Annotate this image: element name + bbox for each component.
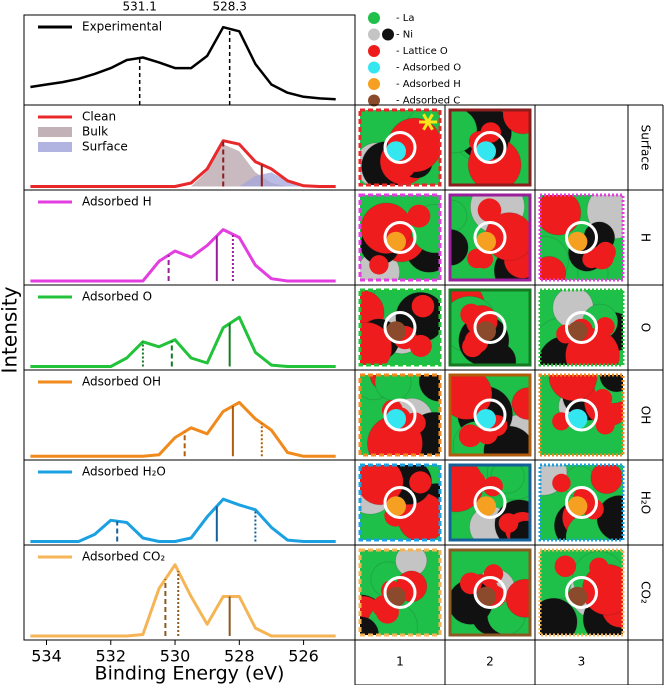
panel-frame	[23, 459, 356, 546]
x-tick-label: 526	[288, 647, 319, 666]
spectrum-line	[30, 497, 336, 543]
atom-swatch	[368, 61, 380, 74]
panel	[30, 228, 336, 283]
row-label: H	[639, 233, 653, 242]
atom-swatch	[368, 94, 380, 107]
x-tick-label: 532	[95, 647, 126, 666]
y-axis-title: Intensity	[0, 286, 22, 373]
structure-image	[540, 550, 623, 635]
legend-label: Adsorbed O	[82, 290, 152, 304]
legend-label: Adsorbed H₂O	[82, 465, 166, 479]
structure-frame	[358, 463, 442, 542]
structure-image	[540, 290, 623, 365]
atom-legend-label: - Adsorbed H	[396, 79, 461, 90]
structure-image	[540, 375, 623, 455]
legend-label: Adsorbed OH	[82, 375, 161, 389]
structure-frame	[538, 373, 625, 457]
structure-frame	[538, 288, 625, 367]
structure-frame	[538, 463, 625, 542]
atom-legend-label: - Lattice O	[396, 46, 448, 57]
structure-image	[360, 110, 440, 185]
legend-label: Bulk	[82, 125, 108, 139]
structure-image	[450, 195, 530, 280]
panel	[30, 315, 336, 368]
atom-legend-label: - Ni	[396, 30, 413, 41]
spectrum-line	[30, 563, 336, 638]
spectrum-line	[30, 139, 336, 188]
structure-image	[450, 110, 530, 185]
atom-legend-label: - Adsorbed C	[396, 96, 460, 107]
legend-label: Adsorbed H	[82, 195, 152, 209]
spectrum-line	[30, 315, 336, 368]
structure-frame	[538, 193, 625, 282]
x-tick-label: 530	[160, 647, 191, 666]
structure-frame	[448, 463, 532, 542]
structure-image	[450, 465, 530, 540]
structure-image	[540, 195, 623, 280]
spectrum-line	[30, 400, 336, 458]
column-label: 2	[486, 655, 494, 669]
annotation: 531.1	[123, 0, 157, 14]
row-label: O	[639, 323, 653, 332]
structure-frame	[448, 193, 532, 282]
row-label: Surface	[639, 125, 653, 171]
atom-legend-label: - Adsorbed O	[396, 63, 461, 74]
panel	[30, 563, 336, 638]
atom-legend-label: - La	[396, 13, 415, 24]
row-label: CO₂	[639, 581, 653, 604]
legend-label: Experimental	[82, 20, 162, 34]
area	[30, 172, 336, 187]
structure-frame	[448, 548, 532, 637]
legend-label: Surface	[82, 140, 128, 154]
panel-frame	[23, 189, 356, 286]
atom-swatch	[382, 28, 394, 41]
atom-swatch	[368, 45, 380, 57]
atom-swatch	[368, 28, 380, 41]
structure-image	[450, 375, 530, 455]
legend-swatch	[38, 142, 72, 152]
structure-image	[540, 465, 623, 540]
panel	[30, 25, 336, 105]
row-label: H₂O	[639, 491, 653, 514]
structure-frame	[358, 108, 442, 187]
atom-swatch	[368, 78, 380, 90]
structure-frame	[358, 373, 442, 457]
x-axis-title: Binding Energy (eV)	[95, 663, 285, 685]
structure-image	[360, 550, 440, 635]
structure-image	[360, 195, 440, 280]
structure-frame	[448, 373, 532, 457]
row-label: OH	[639, 406, 653, 424]
panel	[30, 139, 336, 188]
legend-swatch	[38, 127, 72, 137]
x-tick-label: 528	[224, 647, 255, 666]
structure-frame	[538, 548, 625, 637]
structure-frame	[358, 288, 442, 367]
structure-image	[450, 290, 530, 365]
structure-image	[360, 465, 440, 540]
panel-frame	[23, 14, 356, 106]
atom-swatch	[368, 12, 380, 24]
panel	[30, 400, 336, 458]
panel-frame	[23, 369, 356, 461]
legend-label: Clean	[82, 110, 116, 124]
legend-label: Adsorbed CO₂	[82, 550, 165, 564]
structure-image	[450, 550, 530, 635]
structure-frame	[358, 193, 442, 282]
spectrum-line	[30, 25, 336, 101]
structure-image	[360, 290, 440, 365]
panel	[30, 497, 336, 543]
column-label: 3	[578, 655, 586, 669]
structure-image	[360, 375, 440, 455]
structure-frame	[448, 108, 532, 187]
structure-frame	[448, 288, 532, 367]
structure-frame	[358, 548, 442, 637]
panel-frame	[23, 104, 356, 191]
column-label: 1	[396, 655, 404, 669]
x-tick-label: 534	[31, 647, 62, 666]
annotation: 528.3	[212, 0, 246, 14]
spectrum-line	[30, 228, 336, 283]
